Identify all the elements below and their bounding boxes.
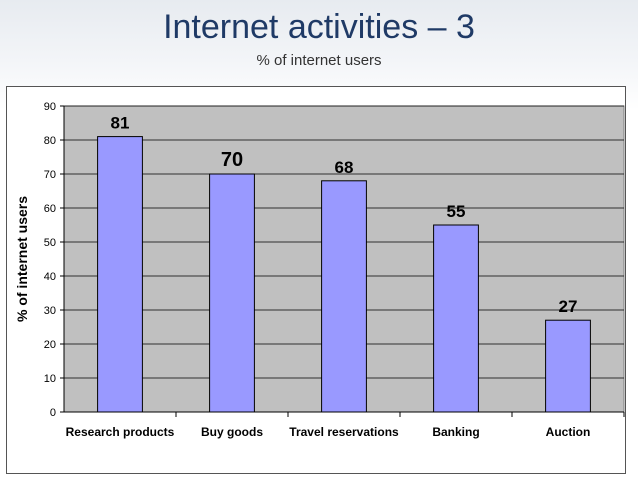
data-label: 70 — [221, 149, 243, 171]
y-tick-label: 80 — [44, 135, 56, 147]
data-label: 81 — [111, 114, 130, 133]
data-label: 27 — [559, 297, 578, 316]
data-label: 68 — [335, 158, 354, 177]
category-label: Travel reservations — [289, 425, 399, 439]
y-tick-label: 0 — [50, 407, 56, 419]
bar-buy-goods — [209, 173, 255, 413]
y-tick-label: 30 — [44, 305, 56, 317]
slide-subtitle: % of internet users — [256, 52, 382, 69]
y-axis-label: % of internet users — [14, 196, 30, 322]
category-label: Auction — [546, 425, 591, 439]
category-label: Buy goods — [201, 425, 263, 439]
data-label: 55 — [447, 202, 466, 221]
category-label: Research products — [66, 425, 175, 439]
y-tick-label: 70 — [44, 169, 56, 181]
slide-title: Internet activities – 3 — [163, 8, 475, 46]
y-tick-label: 60 — [44, 203, 56, 215]
y-tick-label: 40 — [44, 271, 56, 283]
bar-banking — [433, 224, 479, 413]
y-tick-label: 50 — [44, 237, 56, 249]
bar-research-products — [97, 136, 143, 413]
bar-travel-reservations — [321, 180, 367, 413]
category-label: Banking — [432, 425, 479, 439]
y-tick-label: 90 — [44, 101, 56, 113]
bar-auction — [545, 319, 591, 413]
y-tick-label: 20 — [44, 339, 56, 351]
y-tick-label: 10 — [44, 373, 56, 385]
